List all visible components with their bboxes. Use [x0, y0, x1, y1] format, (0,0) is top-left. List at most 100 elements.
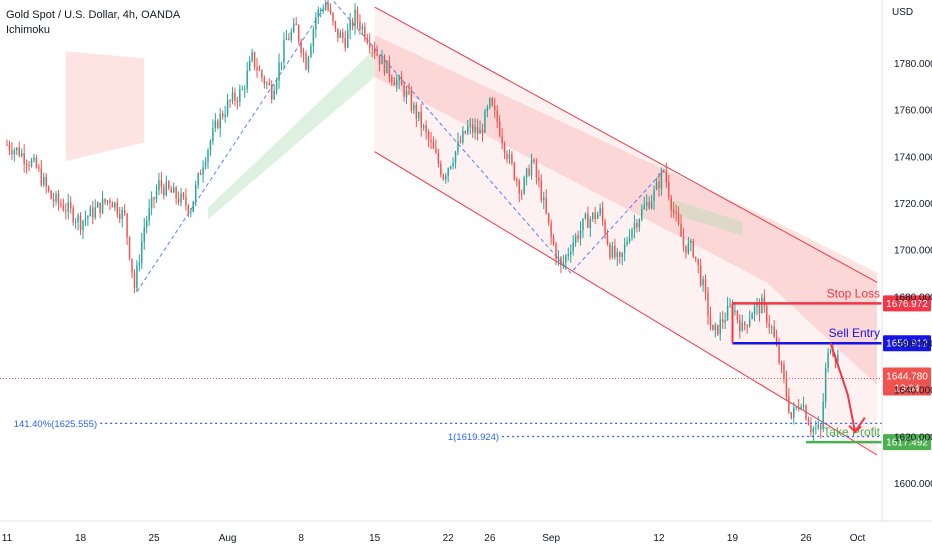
candle-bull[interactable]	[226, 100, 229, 115]
candle-bear[interactable]	[334, 21, 337, 29]
candle-bear[interactable]	[766, 305, 768, 324]
candle-bull[interactable]	[454, 151, 457, 163]
candle-bull[interactable]	[165, 181, 168, 196]
candle-bear[interactable]	[366, 38, 369, 43]
candle-bear[interactable]	[327, 2, 329, 10]
candle-bear[interactable]	[783, 364, 785, 379]
candle-bear[interactable]	[133, 272, 136, 288]
candle-bull[interactable]	[251, 51, 253, 61]
candle-bull[interactable]	[266, 82, 268, 84]
candle-bear[interactable]	[773, 326, 775, 337]
candle-bear[interactable]	[65, 210, 67, 212]
candle-bear[interactable]	[57, 194, 60, 204]
candle-bear[interactable]	[712, 324, 714, 331]
candle-bull[interactable]	[275, 80, 278, 91]
candle-bear[interactable]	[305, 53, 307, 70]
candle-bull[interactable]	[398, 77, 400, 81]
candle-bear[interactable]	[415, 104, 418, 119]
candle-bear[interactable]	[496, 110, 498, 122]
candle-bull[interactable]	[567, 254, 570, 256]
candle-bear[interactable]	[170, 188, 172, 193]
candle-bull[interactable]	[96, 202, 99, 208]
candle-bull[interactable]	[599, 207, 601, 215]
candle-bear[interactable]	[8, 144, 11, 151]
candle-bull[interactable]	[114, 202, 116, 208]
candle-bear[interactable]	[45, 176, 47, 187]
candle-bear[interactable]	[163, 187, 165, 196]
candle-bull[interactable]	[13, 150, 16, 155]
candle-bear[interactable]	[491, 98, 494, 106]
candle-bull[interactable]	[655, 181, 658, 190]
candle-bear[interactable]	[545, 197, 547, 213]
candle-bull[interactable]	[795, 406, 797, 408]
candle-bull[interactable]	[633, 223, 636, 230]
candle-bear[interactable]	[35, 157, 38, 168]
candle-bull[interactable]	[643, 205, 645, 210]
candle-bull[interactable]	[584, 213, 587, 219]
candle-bull[interactable]	[449, 166, 452, 169]
candle-bull[interactable]	[837, 354, 839, 362]
candle-bull[interactable]	[241, 89, 244, 91]
candle-bear[interactable]	[668, 182, 670, 198]
candle-bear[interactable]	[471, 124, 474, 133]
candle-bull[interactable]	[224, 114, 226, 117]
candle-bear[interactable]	[442, 174, 445, 180]
candle-bull[interactable]	[569, 251, 572, 255]
candle-bull[interactable]	[579, 229, 582, 239]
candle-bull[interactable]	[660, 170, 663, 189]
candle-bear[interactable]	[253, 51, 256, 68]
candle-bear[interactable]	[234, 92, 236, 101]
candle-bull[interactable]	[94, 207, 96, 218]
candle-bull[interactable]	[324, 2, 327, 10]
candle-bull[interactable]	[623, 244, 626, 253]
candle-bear[interactable]	[359, 21, 361, 30]
channel-upper-line[interactable]	[374, 6, 878, 283]
candle-bear[interactable]	[383, 55, 386, 74]
candle-bull[interactable]	[30, 160, 33, 167]
candle-bear[interactable]	[160, 180, 163, 188]
candle-bear[interactable]	[709, 315, 712, 325]
projection-arrow[interactable]	[829, 342, 866, 435]
candle-bull[interactable]	[349, 20, 351, 31]
candle-bull[interactable]	[209, 141, 212, 151]
candle-bear[interactable]	[116, 202, 119, 215]
candle-bull[interactable]	[631, 229, 633, 238]
candle-bear[interactable]	[658, 181, 660, 189]
candle-bear[interactable]	[168, 181, 170, 189]
candle-bear[interactable]	[555, 244, 557, 260]
candle-bear[interactable]	[420, 111, 422, 128]
candle-bear[interactable]	[182, 193, 185, 197]
candle-bear[interactable]	[119, 214, 121, 219]
candle-bull[interactable]	[106, 200, 109, 203]
candle-bull[interactable]	[155, 190, 158, 200]
candle-bear[interactable]	[351, 20, 354, 27]
candle-bull[interactable]	[827, 352, 829, 368]
candle-bear[interactable]	[187, 205, 190, 213]
candle-bear[interactable]	[425, 125, 427, 133]
candle-bull[interactable]	[621, 252, 623, 257]
candle-bull[interactable]	[638, 219, 641, 228]
candle-bull[interactable]	[84, 218, 87, 221]
candle-bear[interactable]	[332, 12, 334, 22]
candle-bear[interactable]	[371, 47, 373, 49]
candle-bear[interactable]	[810, 425, 812, 433]
candle-bull[interactable]	[829, 349, 832, 353]
candle-bear[interactable]	[391, 76, 393, 82]
candle-bull[interactable]	[339, 32, 342, 38]
candle-bear[interactable]	[221, 113, 224, 117]
candle-bear[interactable]	[60, 203, 62, 206]
candle-bear[interactable]	[6, 144, 8, 146]
candle-bear[interactable]	[344, 37, 346, 48]
candle-bull[interactable]	[724, 320, 726, 323]
candle-bear[interactable]	[153, 197, 155, 200]
candle-bear[interactable]	[111, 202, 114, 208]
candle-bear[interactable]	[680, 223, 682, 237]
candle-bear[interactable]	[788, 396, 790, 412]
candle-bull[interactable]	[202, 167, 204, 175]
candle-bear[interactable]	[533, 159, 535, 163]
candle-bull[interactable]	[726, 305, 729, 321]
candle-bull[interactable]	[194, 185, 197, 202]
candle-bear[interactable]	[736, 310, 739, 320]
candle-bull[interactable]	[817, 425, 820, 428]
